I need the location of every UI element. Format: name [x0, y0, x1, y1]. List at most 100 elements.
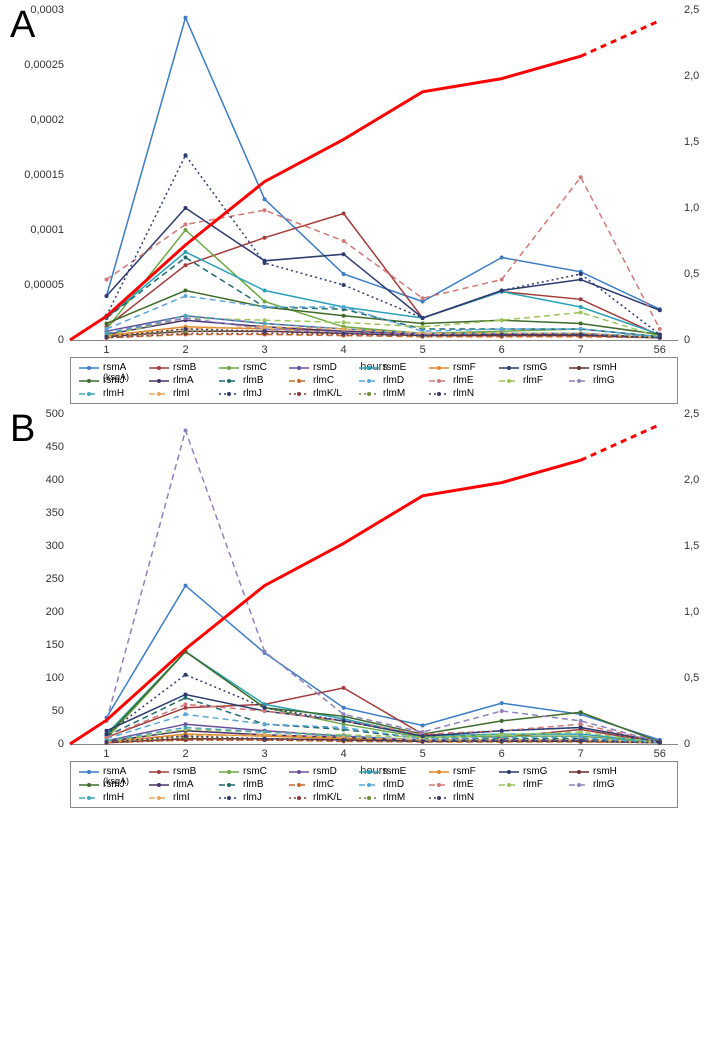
series-marker — [342, 706, 346, 710]
series-marker — [579, 730, 583, 734]
series-marker — [500, 733, 504, 737]
y-left-tick-label: 350 — [46, 507, 70, 519]
plot-area: 05010015020025030035040045050000,51,01,5… — [70, 414, 678, 745]
y-left-tick-label: 50 — [52, 705, 70, 717]
x-tick-label: 6 — [499, 744, 505, 760]
legend-item: rlmK/L — [289, 388, 351, 399]
x-tick-label: 4 — [341, 340, 347, 356]
legend-swatch — [569, 377, 589, 385]
legend-label: rsmG — [523, 766, 547, 777]
legend-item: rlmM — [359, 792, 421, 803]
series-marker — [184, 206, 188, 210]
series-marker — [658, 327, 662, 331]
legend-item: rlmJ — [219, 792, 281, 803]
series-marker — [263, 329, 267, 333]
legend-label: rlmE — [453, 375, 474, 386]
series-marker — [105, 732, 109, 736]
legend-item: rlmG — [569, 779, 631, 790]
legend-swatch — [359, 364, 379, 372]
series-marker — [184, 327, 188, 331]
series-marker — [263, 261, 267, 265]
legend-item: rsmD — [289, 766, 351, 777]
legend-item: rsmJ — [79, 375, 141, 386]
legend-label: rlmK/L — [313, 388, 342, 399]
legend-label: rlmA — [173, 779, 194, 790]
series-marker — [263, 706, 267, 710]
chart-panel-B: B05010015020025030035040045050000,51,01,… — [10, 414, 698, 808]
series-marker — [263, 650, 267, 654]
legend-item: rlmE — [429, 779, 491, 790]
series-marker — [184, 429, 188, 433]
legend: rsmA(ksgA)rsmBrsmCrsmDrsmErsmFrsmGrsmHrs… — [70, 357, 678, 404]
series-marker — [500, 709, 504, 713]
legend-item: rsmC — [219, 362, 281, 373]
legend-swatch — [429, 377, 449, 385]
series-marker — [579, 726, 583, 730]
x-tick-label: 7 — [578, 340, 584, 356]
legend-label: rlmF — [523, 779, 543, 790]
y-left-tick-label: 0,0002 — [30, 114, 70, 126]
x-tick-label: 2 — [182, 744, 188, 760]
series-marker — [579, 719, 583, 723]
legend-swatch — [429, 364, 449, 372]
series-marker — [658, 308, 662, 312]
legend-item: rsmC — [219, 766, 281, 777]
series-marker — [500, 327, 504, 331]
y-right-tick-label: 2,0 — [678, 474, 699, 486]
legend-label: rlmI — [173, 388, 190, 399]
legend-swatch — [569, 781, 589, 789]
legend-swatch — [569, 364, 589, 372]
legend-label: rsmF — [453, 362, 476, 373]
series-marker — [500, 256, 504, 260]
legend-item: rlmJ — [219, 388, 281, 399]
x-tick-label: 1 — [103, 744, 109, 760]
legend-label: rlmG — [593, 779, 615, 790]
legend-label: rlmJ — [243, 388, 262, 399]
series-marker — [184, 250, 188, 254]
series-marker — [579, 278, 583, 282]
y-left-tick-label: 0 — [58, 334, 70, 346]
series-marker — [342, 327, 346, 331]
y-right-tick-label: 0 — [678, 334, 690, 346]
series-marker — [184, 584, 188, 588]
legend-label: rsmB — [173, 362, 196, 373]
legend-label: rsmA(ksgA) — [103, 362, 126, 373]
series-marker — [579, 297, 583, 301]
series-marker — [342, 738, 346, 742]
series-marker — [263, 289, 267, 293]
legend-label: rsmJ — [103, 779, 125, 790]
series-marker — [500, 318, 504, 322]
series-marker — [579, 333, 583, 337]
legend-swatch — [289, 768, 309, 776]
x-tick-label: 3 — [261, 340, 267, 356]
series-marker — [184, 294, 188, 298]
series-marker — [184, 228, 188, 232]
legend-label: rlmD — [383, 375, 404, 386]
legend-swatch — [289, 794, 309, 802]
legend-label: rlmC — [313, 779, 334, 790]
series-marker — [500, 729, 504, 733]
series-marker — [342, 331, 346, 335]
legend-label: rlmK/L — [313, 792, 342, 803]
series-marker — [263, 733, 267, 737]
series-marker — [342, 239, 346, 243]
series-svg — [70, 10, 678, 340]
legend-item: rsmA(ksgA) — [79, 766, 141, 777]
series-marker — [421, 730, 425, 734]
series-marker — [421, 296, 425, 300]
series-marker — [579, 272, 583, 276]
legend-item: rlmC — [289, 375, 351, 386]
x-tick-label: 6 — [499, 340, 505, 356]
legend-label: rsmC — [243, 766, 267, 777]
legend-swatch — [149, 390, 169, 398]
series-marker — [263, 737, 267, 741]
legend-item: rsmF — [429, 766, 491, 777]
legend-swatch — [219, 390, 239, 398]
x-tick-label: 56 — [654, 744, 666, 760]
legend-item: rlmD — [359, 375, 421, 386]
y-right-tick-label: 2,0 — [678, 70, 699, 82]
legend-swatch — [359, 390, 379, 398]
legend-swatch — [79, 377, 99, 385]
series-marker — [342, 272, 346, 276]
legend-item: rlmB — [219, 375, 281, 386]
